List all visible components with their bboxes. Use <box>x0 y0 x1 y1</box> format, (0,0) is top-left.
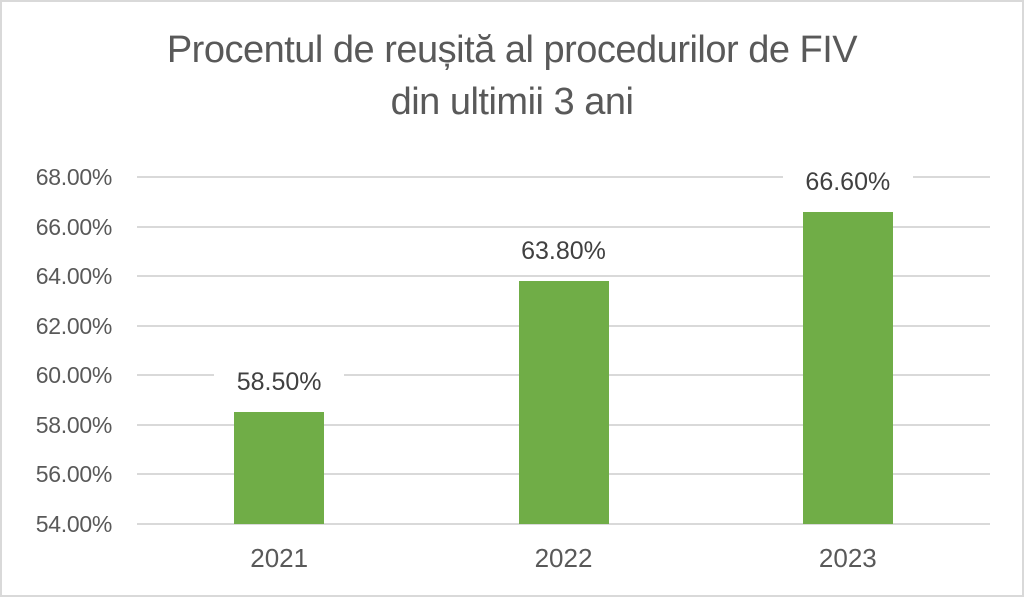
gridline <box>137 275 990 278</box>
y-tick-label: 66.00% <box>35 213 113 240</box>
y-tick-label: 64.00% <box>35 263 113 290</box>
bar-data-label: 58.50% <box>214 367 345 398</box>
y-tick-label: 56.00% <box>35 461 113 488</box>
bar-data-label: 63.80% <box>498 236 629 267</box>
gridline <box>137 176 990 178</box>
y-tick-label: 62.00% <box>35 312 113 339</box>
y-tick-label: 68.00% <box>35 164 113 190</box>
x-tick-label: 2023 <box>818 543 877 573</box>
chart-title-line-2: din ultimii 3 ani <box>390 81 634 123</box>
y-tick-label: 54.00% <box>35 511 113 537</box>
bar <box>518 281 609 524</box>
y-tick-label: 60.00% <box>35 362 113 389</box>
chart-title: Procentul de reușită al procedurilor de … <box>2 24 1022 128</box>
x-tick-label: 2021 <box>250 543 309 573</box>
y-tick-label: 58.00% <box>35 411 113 438</box>
bar <box>234 412 325 524</box>
bar <box>802 211 893 524</box>
x-tick-label: 2022 <box>534 543 593 573</box>
chart-title-line-1: Procentul de reușită al procedurilor de … <box>166 29 858 71</box>
gridline <box>137 523 990 525</box>
gridline <box>137 225 990 228</box>
bar-data-label: 66.60% <box>782 166 913 197</box>
